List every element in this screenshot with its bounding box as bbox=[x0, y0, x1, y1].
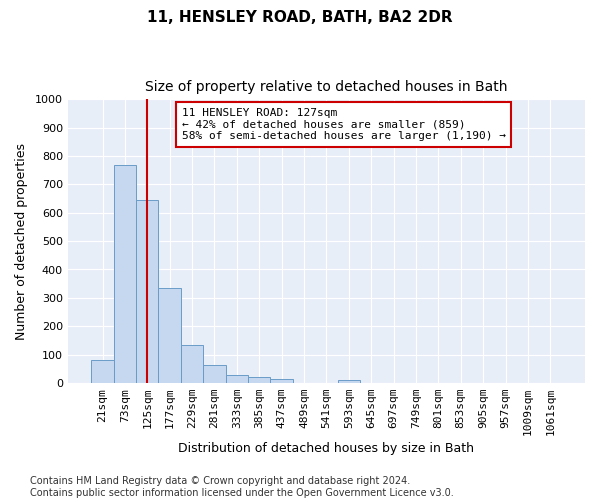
Y-axis label: Number of detached properties: Number of detached properties bbox=[15, 142, 28, 340]
Text: Contains HM Land Registry data © Crown copyright and database right 2024.
Contai: Contains HM Land Registry data © Crown c… bbox=[30, 476, 454, 498]
Bar bbox=[91, 360, 114, 383]
Bar bbox=[114, 164, 136, 383]
Bar bbox=[226, 376, 248, 383]
Bar bbox=[136, 200, 158, 383]
Title: Size of property relative to detached houses in Bath: Size of property relative to detached ho… bbox=[145, 80, 508, 94]
Bar bbox=[203, 366, 226, 383]
Bar bbox=[338, 380, 360, 383]
Bar bbox=[248, 378, 271, 383]
X-axis label: Distribution of detached houses by size in Bath: Distribution of detached houses by size … bbox=[178, 442, 475, 455]
Bar bbox=[158, 288, 181, 383]
Bar bbox=[181, 344, 203, 383]
Text: 11, HENSLEY ROAD, BATH, BA2 2DR: 11, HENSLEY ROAD, BATH, BA2 2DR bbox=[147, 10, 453, 25]
Bar bbox=[271, 378, 293, 383]
Text: 11 HENSLEY ROAD: 127sqm
← 42% of detached houses are smaller (859)
58% of semi-d: 11 HENSLEY ROAD: 127sqm ← 42% of detache… bbox=[182, 108, 506, 141]
